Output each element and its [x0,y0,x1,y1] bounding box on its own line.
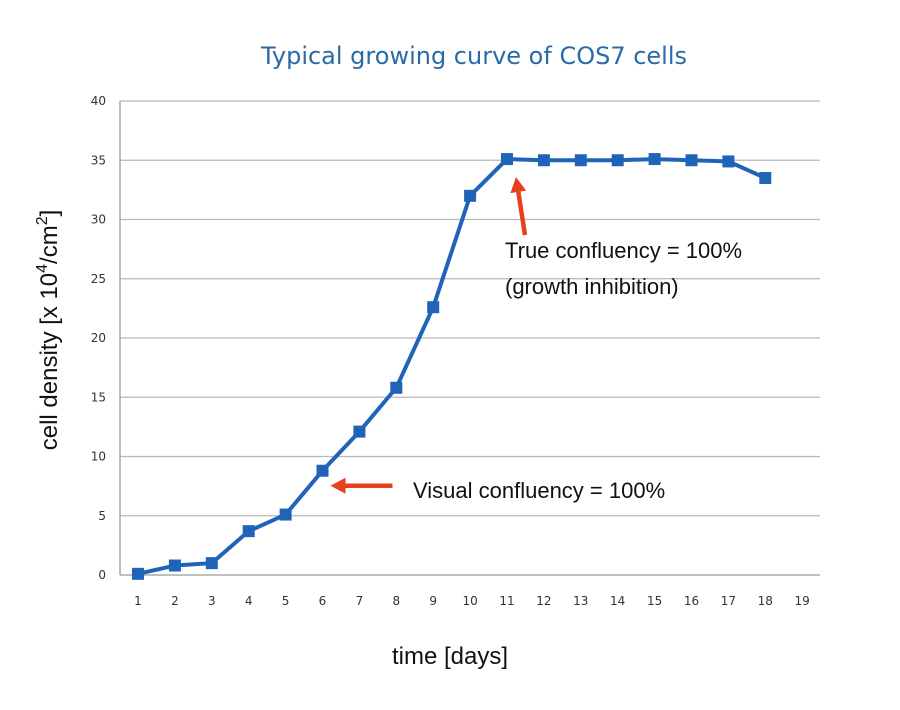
data-point [279,508,292,521]
x-tick-label: 10 [462,594,477,608]
y-axis-label-prefix: cell density [x 10 [36,273,63,450]
x-tick-label: 3 [208,594,216,608]
visual-confluency-arrow [330,477,393,494]
data-point [353,425,366,438]
y-axis-label-sup1: 4 [34,264,51,273]
y-tick-label: 5 [98,509,106,523]
y-tick-label: 20 [91,331,106,345]
data-point [685,154,698,167]
x-tick-label: 2 [171,594,179,608]
data-point [242,525,255,538]
y-tick-label: 0 [98,568,106,582]
x-tick-label: 7 [356,594,364,608]
y-tick-label: 10 [91,450,106,464]
y-axis-label-suffix: ] [36,210,63,217]
y-tick-label: 30 [91,213,106,227]
data-point [501,153,513,166]
data-point [722,155,735,168]
data-point [427,301,440,314]
data-point [611,154,624,167]
x-tick-label: 8 [392,594,400,608]
y-tick-label: 25 [91,272,106,286]
x-tick-label: 6 [319,594,327,608]
data-point [168,559,181,572]
true-confluency-label: (growth inhibition) [505,274,679,299]
data-point [537,154,550,167]
true-confluency-arrow [510,177,528,236]
x-tick-labels: 1 2 3 4 5 6 7 8 9 10 11 12 13 14 15 16 17 18 19 [134,594,810,608]
chart-title: Typical growing curve of COS7 cells [260,42,687,70]
visual-confluency-label: Visual confluency = 100% [413,478,665,503]
data-point [132,567,144,580]
y-tick-labels: 0 5 10 15 20 25 30 35 40 [91,94,106,582]
true-confluency-label: True confluency = 100% [505,238,742,263]
x-tick-label: 12 [536,594,551,608]
series-line [137,157,767,576]
y-axis-label: cell density [x 104/cm2] [34,210,63,451]
y-tick-label: 15 [91,390,106,404]
y-axis-label-mid: /cm [36,225,63,264]
data-point [316,464,329,477]
series-layer [132,153,772,580]
x-tick-label: 5 [282,594,290,608]
data-point [390,381,403,394]
y-axis-label-sup2: 2 [34,216,51,225]
data-point [464,189,477,202]
x-tick-label: 13 [573,594,588,608]
y-tick-label: 35 [91,153,106,167]
data-point [205,557,218,570]
x-tick-label: 9 [429,594,437,608]
x-tick-label: 4 [245,594,253,608]
grid [119,100,820,576]
x-axis-label: time [days] [392,643,508,670]
x-tick-label: 1 [134,594,142,608]
x-tick-label: 14 [610,594,625,608]
data-point [574,154,587,167]
x-tick-label: 16 [684,594,699,608]
x-tick-label: 19 [795,594,810,608]
x-tick-label: 11 [499,594,514,608]
y-tick-label: 40 [91,94,106,108]
x-tick-label: 15 [647,594,662,608]
data-point [759,172,772,185]
x-tick-label: 18 [758,594,773,608]
annotations: Visual confluency = 100% True confluency … [330,177,742,503]
x-tick-label: 17 [721,594,736,608]
data-point [648,153,661,166]
